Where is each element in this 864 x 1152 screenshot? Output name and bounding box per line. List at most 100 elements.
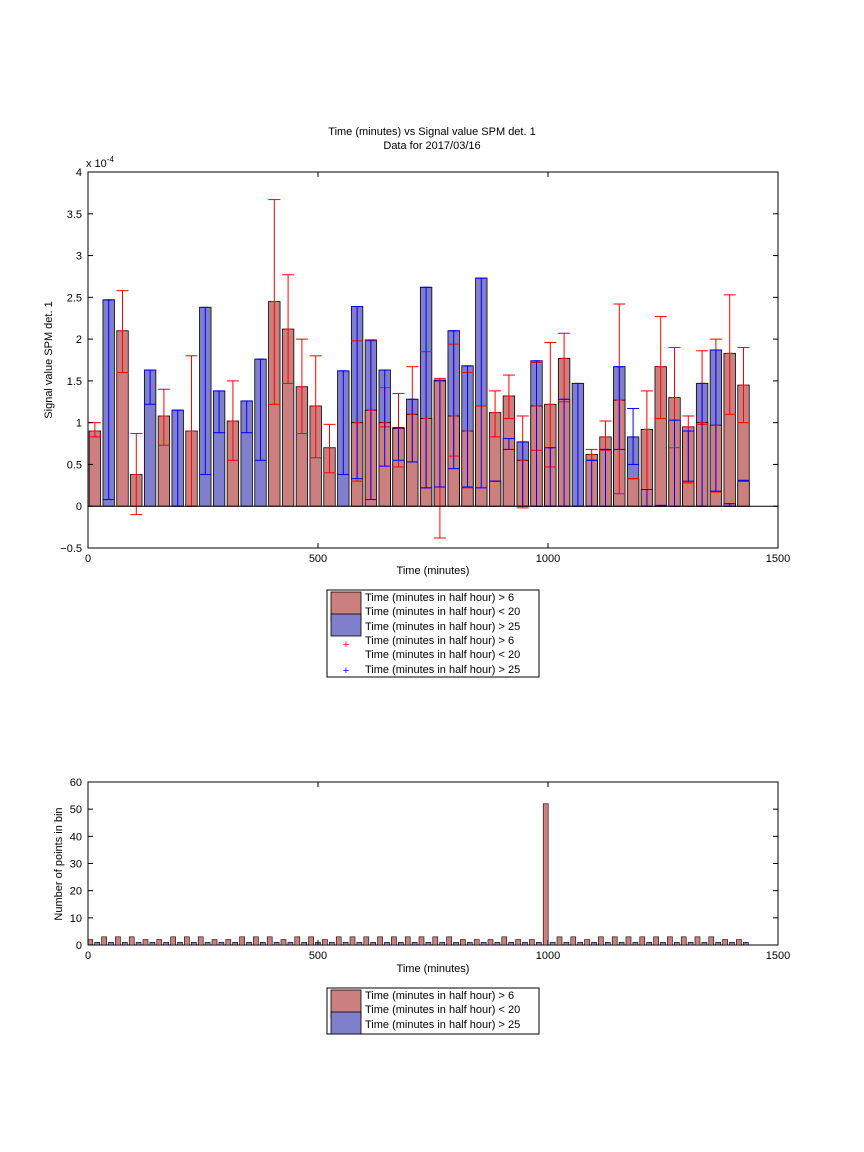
count-bar [246, 941, 252, 946]
chart-top: Time (minutes) vs Signal value SPM det. … [43, 126, 790, 577]
count-bar [653, 936, 659, 946]
count-bar [715, 941, 722, 946]
count-bar [535, 941, 542, 946]
x-tick-label: 1000 [536, 950, 560, 962]
legend-text: Time (minutes in half hour) > 6 [365, 592, 514, 604]
legend-text: Time (minutes in half hour) < 20 [365, 649, 520, 661]
count-bar [259, 941, 266, 946]
count-bar [273, 941, 280, 946]
count-bar [646, 941, 653, 946]
count-bar [694, 936, 701, 946]
count-bar [191, 941, 197, 946]
count-bar [149, 941, 156, 946]
count-bar [391, 936, 397, 946]
count-bar [480, 941, 487, 946]
count-bar [660, 941, 666, 946]
legend-swatch-blue [330, 613, 362, 637]
count-bar [135, 941, 142, 946]
x-tick-label: 1500 [766, 950, 790, 962]
count-bar [639, 936, 646, 946]
legend-swatch-blue [330, 1011, 362, 1035]
count-bar [204, 941, 211, 946]
x-tick-label: 0 [85, 950, 91, 962]
y-tick-label: 2 [76, 334, 82, 346]
count-bar [598, 936, 604, 946]
legend-text: Time (minutes in half hour) > 25 [365, 664, 520, 676]
legend-text: Time (minutes in half hour) < 20 [365, 606, 520, 618]
count-bar [349, 936, 356, 946]
chart-subtitle: Data for 2017/03/16 [383, 140, 480, 152]
count-bar [218, 941, 225, 946]
y-tick-label: 60 [70, 777, 82, 789]
count-bar [115, 936, 121, 946]
legend-box-top [326, 589, 540, 678]
count-bar [122, 941, 128, 946]
y-tick-label: 40 [70, 831, 82, 843]
count-bar [253, 936, 259, 946]
count-bar [508, 941, 515, 946]
count-bar [301, 941, 308, 946]
count-bar [708, 936, 715, 946]
count-bar [377, 936, 383, 946]
count-bar [308, 936, 314, 946]
y-tick-label: −0.5 [60, 543, 82, 555]
y-tick-label: 30 [70, 859, 82, 871]
y-tick-label: 1 [76, 418, 82, 430]
count-bar [680, 936, 687, 946]
count-bar [687, 941, 694, 946]
y-tick-label: 10 [70, 913, 82, 925]
count-bar [591, 941, 597, 946]
legend-bottom: Time (minutes in half hour) > 6 Time (mi… [326, 987, 540, 1035]
bottom-axes: 0 500 1000 1500 0 10 20 30 40 50 60 [70, 777, 790, 962]
count-bar [432, 936, 439, 946]
count-bar [549, 941, 556, 946]
count-bar [425, 941, 432, 946]
count-bar [287, 941, 294, 946]
count-bar [418, 936, 425, 946]
count-bar [177, 941, 183, 946]
chart-title: Time (minutes) vs Signal value SPM det. … [328, 126, 535, 138]
count-bar [142, 939, 149, 946]
y-tick-label: 3.5 [67, 209, 82, 221]
count-bar [673, 941, 680, 946]
count-bar [384, 941, 390, 946]
count-bar [363, 936, 370, 946]
count-bar [197, 936, 204, 946]
y-tick-label: 20 [70, 886, 82, 898]
count-bar [232, 941, 238, 946]
count-bar [211, 939, 218, 946]
plot-frame-top [87, 171, 779, 549]
count-bar [632, 941, 639, 946]
x-tick-label: 0 [85, 553, 91, 565]
count-bar [529, 939, 535, 946]
count-bar [453, 941, 459, 946]
count-bar [128, 936, 135, 946]
count-bar [342, 941, 349, 946]
count-bar [335, 936, 342, 946]
x-tick-label: 500 [309, 950, 327, 962]
x-tick-label: 1500 [766, 553, 790, 565]
legend-text: Time (minutes in half hour) > 25 [365, 1019, 520, 1031]
count-bar [404, 936, 411, 946]
count-bar [156, 939, 163, 946]
count-bar [322, 939, 328, 946]
legend-top: Time (minutes in half hour) > 6 Time (mi… [326, 589, 540, 678]
legend-marker-red: + [343, 639, 349, 651]
y-tick-label: 2.5 [67, 292, 82, 304]
count-bar [515, 939, 521, 946]
count-bar [87, 939, 94, 946]
count-bar [473, 939, 480, 946]
count-bar [108, 941, 114, 946]
count-bar [397, 941, 404, 946]
y-tick-label: 3 [76, 251, 82, 263]
count-bar [729, 941, 735, 946]
count-bar [611, 936, 618, 946]
y-tick-label: 1.5 [67, 376, 82, 388]
y-axis-label-top: Signal value SPM det. 1 [43, 301, 55, 418]
count-bar [446, 936, 452, 946]
bottom-bars [87, 803, 749, 946]
count-bar [494, 941, 501, 946]
exponent-label: x 10-4 [86, 155, 114, 170]
count-bar [625, 936, 632, 946]
